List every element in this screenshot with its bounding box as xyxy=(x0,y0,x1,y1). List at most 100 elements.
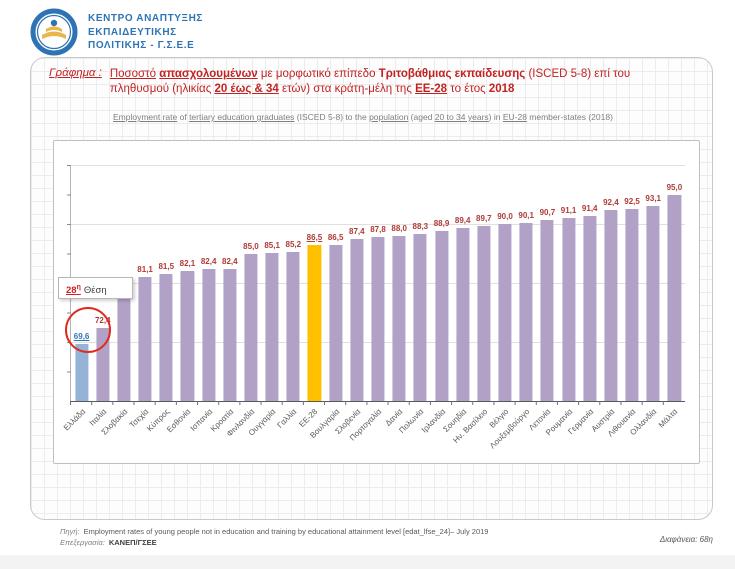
processing-label: Επεξεργασία: xyxy=(60,538,105,547)
bar-slot: 92,4 xyxy=(600,165,621,401)
chart-subtitle: Employment rate of tertiary education gr… xyxy=(113,112,613,122)
slide-number: Διαφάνεια: 68η xyxy=(659,535,713,544)
chart-title-text: Ποσοστό απασχολουμένων με μορφωτικό επίπ… xyxy=(109,68,631,95)
bar-value-label: 85,0 xyxy=(243,241,259,251)
bar-slot: 88,9 xyxy=(431,165,452,401)
bar-Σλοβακία xyxy=(117,293,131,401)
bar-value-label: 92,4 xyxy=(603,197,619,207)
bar-slot: 87,4 xyxy=(346,165,367,401)
bar-value-label: 90,7 xyxy=(539,207,556,217)
bar-value-label: 88,0 xyxy=(391,223,407,233)
bar-value-label: 89,4 xyxy=(454,215,471,225)
footer-processing: Επεξεργασία: ΚΑΝΕΠ/ΓΣΕΕ xyxy=(60,537,488,548)
bar-Λετονία xyxy=(540,219,554,401)
bar-value-label: 82,1 xyxy=(179,258,196,268)
bar-value-label: 81,5 xyxy=(158,262,175,272)
bar-Γαλλία xyxy=(286,252,300,401)
rank-word: Θέση xyxy=(83,285,107,297)
bar-slot: 82,4 xyxy=(219,165,240,401)
chart-title-label: Γράφημα : xyxy=(49,67,102,79)
org-name-line3: ΠΟΛΙΤΙΚΗΣ - Γ.Σ.Ε.Ε xyxy=(88,40,195,51)
bar-Πορτογαλία xyxy=(371,236,385,401)
kanep-logo-icon xyxy=(30,8,78,56)
plot-area: 69,672,478,281,181,582,182,482,485,085,1… xyxy=(67,165,685,402)
bar-value-label: 91,4 xyxy=(581,203,598,213)
bar-Αυστρία xyxy=(604,209,618,401)
bar-slot: 81,1 xyxy=(135,165,156,401)
bar-value-label: 86,5 xyxy=(306,232,323,242)
bar-Γερμανία xyxy=(583,215,597,401)
org-header: ΚΕΝΤΡΟ ΑΝΑΠΤΥΞΗΣ ΕΚΠΑΙΔΕΥΤΙΚΗΣ ΠΟΛΙΤΙΚΗΣ… xyxy=(30,8,203,56)
bar-Λιθουανία xyxy=(625,209,639,401)
bottom-strip xyxy=(0,555,735,569)
org-name-line1: ΚΕΝΤΡΟ ΑΝΑΠΤΥΞΗΣ xyxy=(88,13,204,24)
bar-slot: 88,0 xyxy=(389,165,410,401)
bar-value-label: 86,5 xyxy=(327,232,344,242)
bar-slot: 90,0 xyxy=(494,165,515,401)
bars: 69,672,478,281,181,582,182,482,485,085,1… xyxy=(71,165,685,401)
bar-slot: 91,4 xyxy=(579,165,600,401)
bar-Ουγγαρία xyxy=(265,252,279,401)
rank-value: 28η xyxy=(66,284,81,297)
bar-value-label: 92,5 xyxy=(624,197,640,207)
bar-value-label: 89,7 xyxy=(476,213,492,223)
bar-Φινλανδία xyxy=(244,253,258,401)
slide: Γράφημα : Ποσοστό απασχολουμένων με μορφ… xyxy=(30,57,713,520)
bar-slot: 81,5 xyxy=(156,165,177,401)
bar-slot: 92,5 xyxy=(621,165,642,401)
bar-value-label: 85,2 xyxy=(285,240,302,250)
bar-Ελλάδα xyxy=(75,344,89,401)
bar-Κύπρος xyxy=(159,274,173,401)
footer: Πηγή: Employment rates of young people no… xyxy=(60,526,488,548)
bar-Ην. Βασίλειο xyxy=(477,225,491,401)
bar-value-label: 88,3 xyxy=(412,222,429,232)
bar-slot: 85,1 xyxy=(262,165,283,401)
bar-value-label: 95,0 xyxy=(666,182,683,192)
bar-slot: 90,7 xyxy=(537,165,558,401)
bar-value-label: 87,8 xyxy=(370,224,386,234)
x-axis-ticks xyxy=(70,401,684,405)
gridline xyxy=(71,224,685,225)
bar-slot: 93,1 xyxy=(643,165,664,401)
bar-value-label: 85,1 xyxy=(264,240,280,250)
processing-text: ΚΑΝΕΠ/ΓΣΕΕ xyxy=(108,538,157,547)
bar-Βουλγαρία xyxy=(329,244,343,401)
bar-slot: 95,0 xyxy=(664,165,685,401)
bar-Μάλτα xyxy=(667,194,681,401)
chart-title: Γράφημα : Ποσοστό απασχολουμένων με μορφ… xyxy=(49,67,699,97)
bar-slot: 85,2 xyxy=(283,165,304,401)
bar-Ιρλανδία xyxy=(434,230,449,401)
bar-value-label: 93,1 xyxy=(645,193,662,203)
source-text: Employment rates of young people not in … xyxy=(83,527,489,536)
bar-Ισπανία xyxy=(202,268,216,401)
bar-value-label: 81,1 xyxy=(137,264,153,274)
bar-slot: 88,3 xyxy=(410,165,431,401)
bar-Βέλγιο xyxy=(498,224,512,401)
org-name-line2: ΕΚΠΑΙΔΕΥΤΙΚΗΣ xyxy=(88,26,177,38)
bar-Σουηδία xyxy=(456,227,470,401)
chart-panel: 69,672,478,281,181,582,182,482,485,085,1… xyxy=(53,140,700,464)
bar-slot: 86,5 xyxy=(325,165,346,401)
bar-slot: 82,4 xyxy=(198,165,219,401)
bar-Κροατία xyxy=(223,268,237,401)
source-label: Πηγή: xyxy=(60,527,80,536)
gridline xyxy=(71,165,685,166)
bar-value-label: 87,4 xyxy=(349,227,365,237)
bar-Πολωνία xyxy=(413,234,427,401)
rank-callout: 28η Θέση xyxy=(58,277,133,299)
bar-Λουξεμβούργο xyxy=(519,223,533,401)
bar-slot: 91,1 xyxy=(558,165,579,401)
bar-slot: 82,1 xyxy=(177,165,198,401)
bar-slot: 85,0 xyxy=(240,165,261,401)
bar-slot: 87,8 xyxy=(367,165,388,401)
bar-value-label: 82,4 xyxy=(200,256,217,266)
red-circle-annotation xyxy=(65,307,111,353)
bar-Δανία xyxy=(392,235,406,401)
bar-value-label: 90,1 xyxy=(518,211,534,221)
bar-slot: 89,4 xyxy=(452,165,473,401)
bar-Σλοβενία xyxy=(350,239,364,401)
bar-ΕΕ-28 xyxy=(307,244,322,401)
bar-Ολλανδία xyxy=(646,205,660,401)
bar-Τσεχία xyxy=(138,276,152,401)
